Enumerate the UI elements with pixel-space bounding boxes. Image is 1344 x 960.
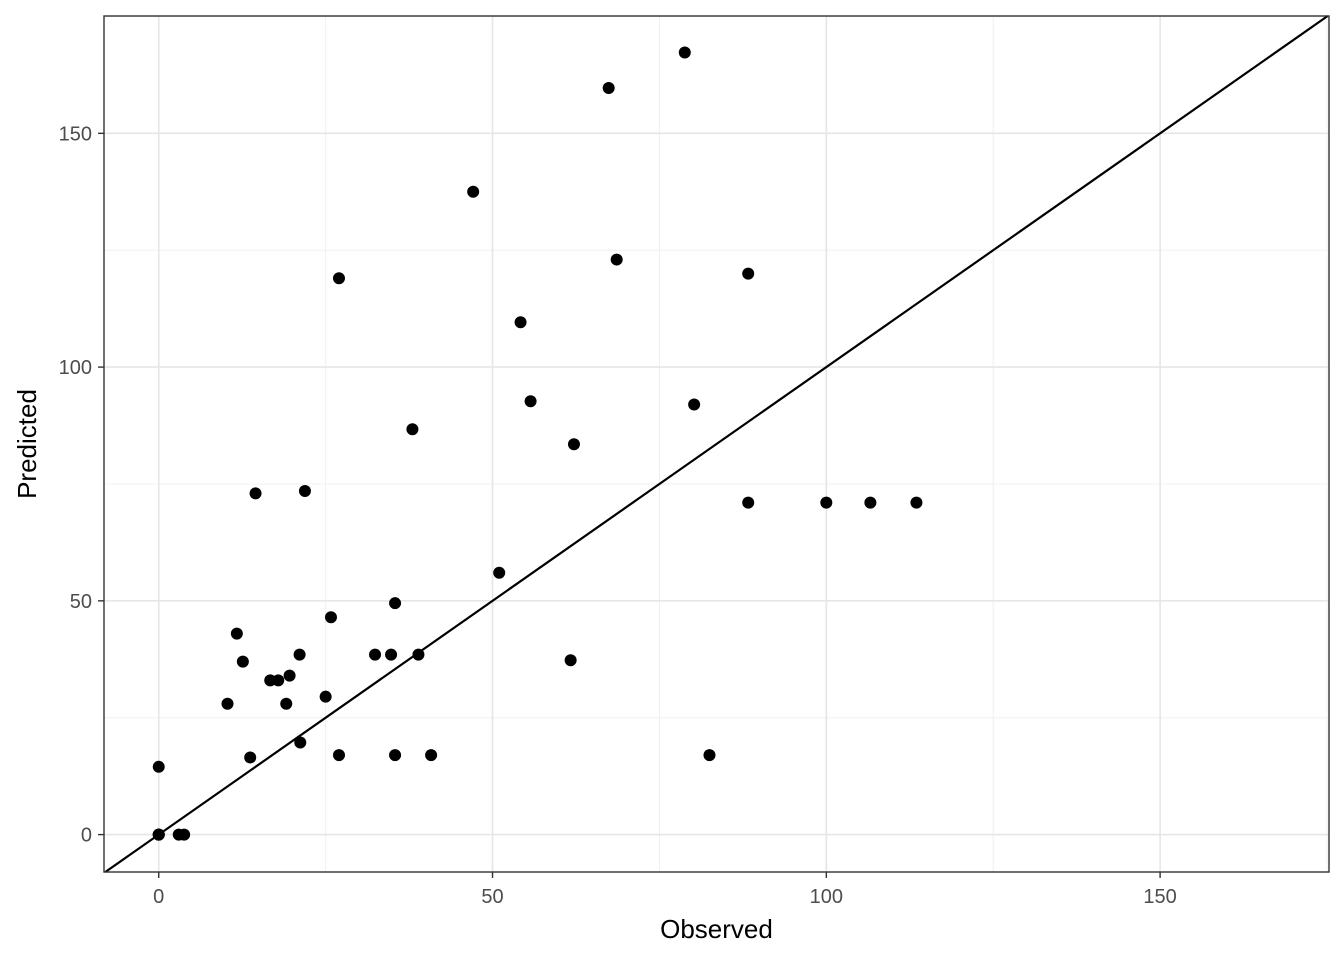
y-axis-title: Predicted <box>12 389 42 499</box>
data-point <box>369 648 382 661</box>
y-tick-label: 100 <box>59 357 92 379</box>
data-points <box>152 46 923 841</box>
data-point <box>283 669 296 682</box>
data-point <box>425 749 438 762</box>
data-point <box>567 438 580 451</box>
x-axis-title: Observed <box>660 914 773 944</box>
data-point <box>152 760 165 773</box>
data-point <box>742 267 755 280</box>
minor-gridlines <box>104 15 1329 872</box>
data-point <box>564 654 577 667</box>
y-tick-label: 0 <box>81 825 92 847</box>
x-tick-label: 150 <box>1143 886 1176 908</box>
data-point <box>389 597 402 610</box>
data-point <box>389 749 402 762</box>
data-point <box>319 690 332 703</box>
data-point <box>244 751 257 764</box>
data-point <box>703 749 716 762</box>
y-tick-label: 50 <box>70 591 92 613</box>
data-point <box>514 316 527 329</box>
x-tick-label: 0 <box>153 886 164 908</box>
data-point <box>602 81 615 94</box>
data-point <box>298 484 311 497</box>
x-tick-label: 100 <box>810 886 843 908</box>
data-point <box>332 749 345 762</box>
data-point <box>493 566 506 579</box>
data-point <box>178 828 191 841</box>
data-point <box>294 736 307 749</box>
data-point <box>467 185 480 198</box>
data-point <box>385 648 398 661</box>
data-point <box>332 272 345 285</box>
data-point <box>688 398 701 411</box>
data-point <box>236 655 249 668</box>
data-point <box>280 697 293 710</box>
data-point <box>230 627 243 640</box>
data-point <box>610 253 623 266</box>
data-point <box>678 46 691 59</box>
major-gridlines <box>104 16 1329 872</box>
data-point <box>221 697 234 710</box>
identity-reference-line <box>104 15 1329 873</box>
data-point <box>864 496 877 509</box>
data-point <box>742 496 755 509</box>
data-point <box>406 423 419 436</box>
y-axis-ticks: 0 50 100 150 <box>59 123 104 847</box>
data-point <box>820 496 833 509</box>
data-point <box>524 395 537 408</box>
y-tick-label: 150 <box>59 123 92 145</box>
data-point <box>324 611 337 624</box>
data-point <box>272 674 285 687</box>
data-point <box>152 828 165 841</box>
data-point <box>910 496 923 509</box>
x-tick-label: 50 <box>481 886 503 908</box>
data-point <box>249 487 262 500</box>
panel-border <box>103 15 1330 873</box>
x-axis-ticks: 0 50 100 150 <box>153 872 1177 908</box>
data-point <box>412 648 425 661</box>
data-point <box>293 648 306 661</box>
